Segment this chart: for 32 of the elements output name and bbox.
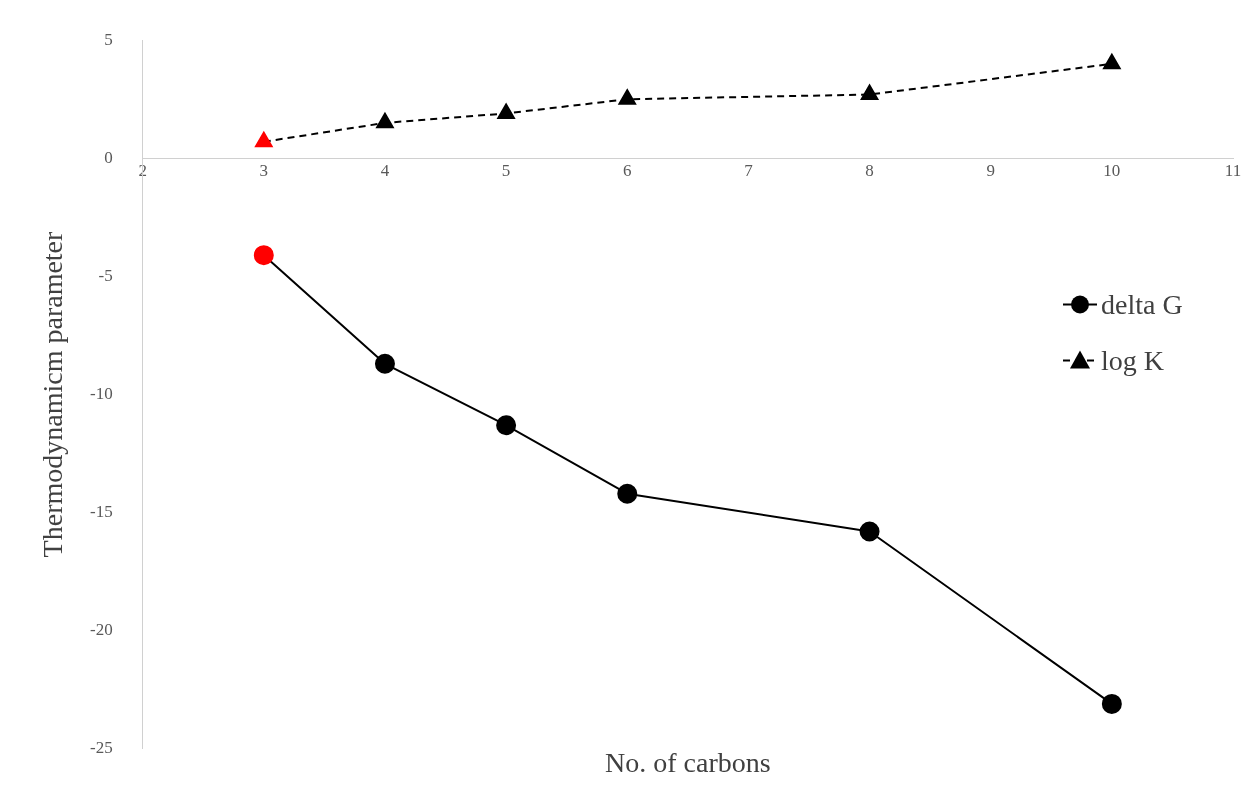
point (860, 84, 879, 101)
point (497, 103, 515, 119)
y-tick-label: -5 (98, 265, 113, 285)
x-tick-label: 9 (986, 160, 995, 180)
legend-label: log K (1101, 344, 1164, 376)
x-tick-label: 3 (259, 160, 269, 180)
point (618, 89, 637, 105)
point (253, 245, 274, 266)
y-tick-label: -20 (89, 620, 113, 640)
y-tick-label: -15 (89, 502, 113, 522)
point (859, 521, 880, 542)
y-tick-label: 5 (104, 29, 113, 49)
point (617, 483, 638, 504)
point (1103, 53, 1121, 70)
y-tick-label: -25 (89, 738, 113, 758)
y-tick-label: -10 (89, 383, 113, 403)
y-tick-label: 0 (104, 147, 113, 167)
x-tick-label: 10 (1103, 160, 1121, 180)
point (496, 415, 517, 436)
legend-label: delta G (1101, 288, 1183, 320)
x-tick-label: 4 (380, 160, 390, 180)
point (374, 353, 395, 374)
x-tick-label: 7 (744, 160, 754, 180)
x-axis-title: No. of carbons (605, 747, 771, 778)
point (1101, 693, 1122, 714)
y-axis-title: Thermodynamicm parameter (37, 230, 68, 558)
x-tick-label: 8 (865, 160, 874, 180)
point (376, 112, 394, 129)
x-tick-label: 11 (1224, 160, 1242, 180)
x-tick-label: 5 (501, 160, 511, 180)
x-tick-label: 6 (623, 160, 632, 180)
point (255, 131, 273, 148)
